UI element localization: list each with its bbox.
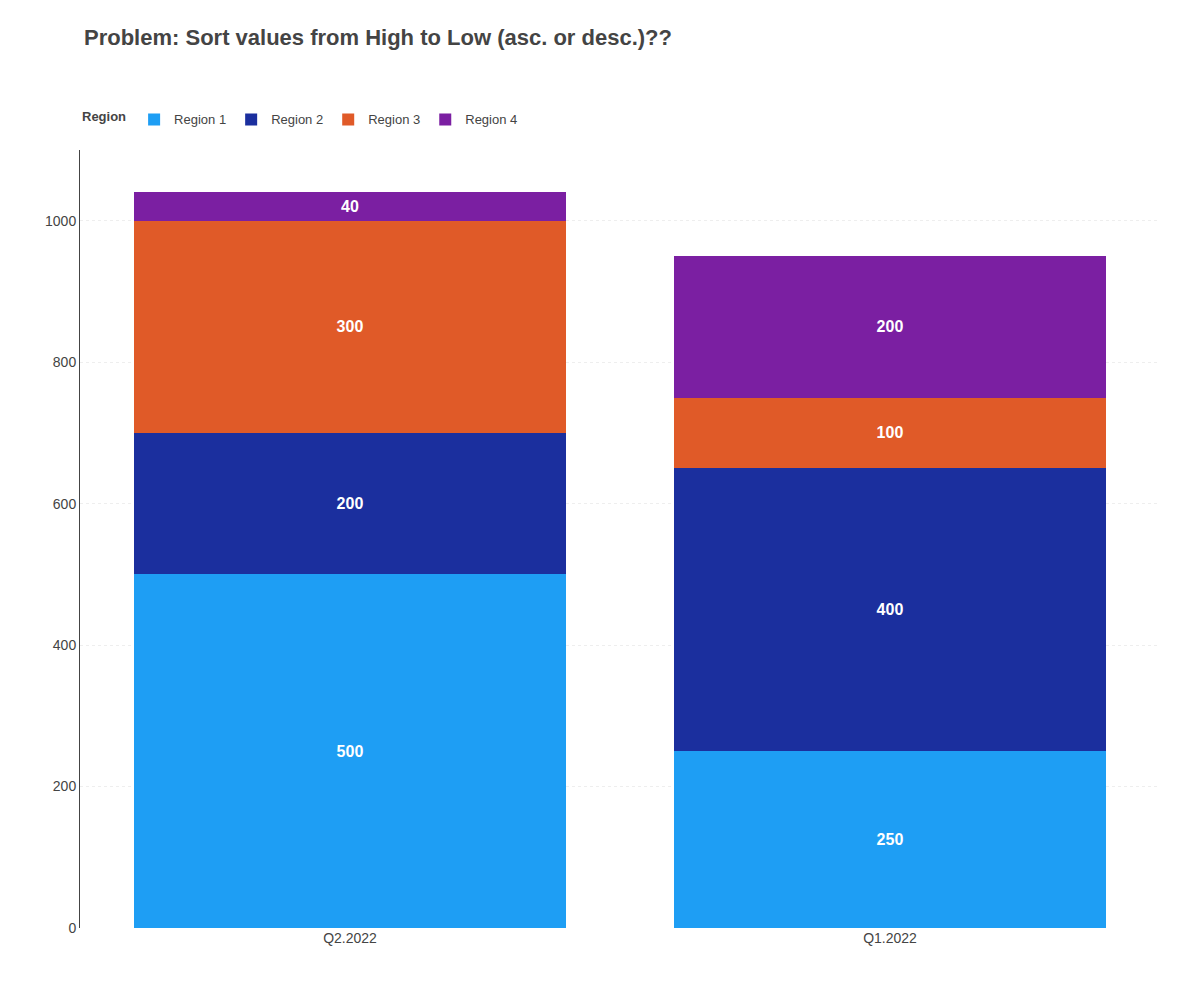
svg-text:200: 200	[337, 495, 364, 512]
svg-text:100: 100	[877, 424, 904, 441]
svg-text:Q2.2022: Q2.2022	[323, 930, 377, 946]
svg-text:200: 200	[53, 778, 77, 794]
svg-text:300: 300	[337, 318, 364, 335]
svg-text:0: 0	[68, 920, 76, 936]
svg-text:Region: Region	[82, 109, 126, 124]
svg-text:800: 800	[53, 354, 77, 370]
svg-text:Region 4: Region 4	[465, 112, 517, 127]
svg-text:400: 400	[53, 637, 77, 653]
svg-text:Region 1: Region 1	[174, 112, 226, 127]
svg-text:400: 400	[877, 601, 904, 618]
svg-text:600: 600	[53, 496, 77, 512]
svg-text:Problem: Sort values from High: Problem: Sort values from High to Low (a…	[84, 25, 672, 50]
svg-text:Region 3: Region 3	[368, 112, 420, 127]
svg-text:1000: 1000	[45, 213, 76, 229]
svg-text:40: 40	[341, 198, 359, 215]
svg-text:Region 2: Region 2	[271, 112, 323, 127]
svg-text:500: 500	[337, 743, 364, 760]
svg-text:Q1.2022: Q1.2022	[863, 930, 917, 946]
svg-text:200: 200	[877, 318, 904, 335]
svg-text:250: 250	[877, 831, 904, 848]
